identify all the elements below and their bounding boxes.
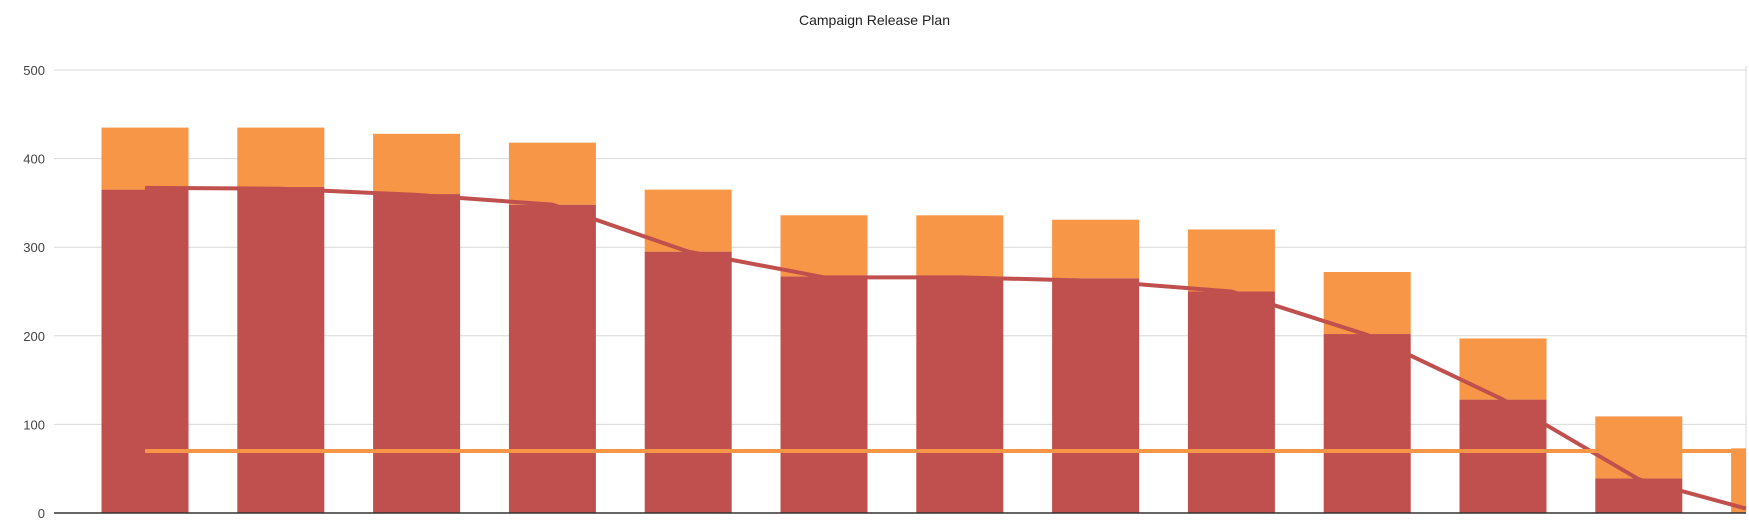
bar-1-5: [644, 251, 732, 513]
bar-1-6: [780, 276, 868, 513]
bar-2-4: [508, 142, 596, 205]
lines: [144, 185, 1747, 511]
bar-1-4: [508, 204, 596, 513]
bar-2-13: [1731, 448, 1746, 513]
bar-1-8: [1052, 278, 1140, 513]
y-axis-tick-labels: 0 100 200 300 400 500: [23, 63, 45, 521]
bar-2-2: [237, 127, 325, 187]
bar-2-7: [916, 215, 1004, 277]
bar-1-12: [1595, 478, 1683, 513]
bar-1-1: [101, 189, 189, 514]
y-tick-label: 300: [23, 240, 45, 255]
y-tick-label: 400: [23, 152, 45, 167]
bars: [101, 127, 1746, 514]
y-tick-label: 100: [23, 417, 45, 432]
bar-2-9: [1187, 229, 1275, 292]
chart-title: Campaign Release Plan: [799, 12, 950, 28]
bar-2-3: [373, 133, 461, 195]
bar-1-10: [1323, 334, 1411, 513]
bar-2-8: [1052, 219, 1140, 279]
bar-2-11: [1459, 338, 1547, 400]
bar-1-9: [1187, 291, 1275, 513]
bar-2-6: [780, 215, 868, 277]
bar-1-2: [237, 186, 325, 513]
y-tick-label: 500: [23, 63, 45, 78]
bar-2-12: [1595, 416, 1683, 479]
y-tick-label: 0: [38, 506, 45, 521]
y-tick-label: 200: [23, 329, 45, 344]
bar-1-3: [373, 194, 461, 514]
bar-1-7: [916, 276, 1004, 513]
line-series-1: [144, 185, 1747, 511]
bar-2-1: [101, 127, 189, 190]
